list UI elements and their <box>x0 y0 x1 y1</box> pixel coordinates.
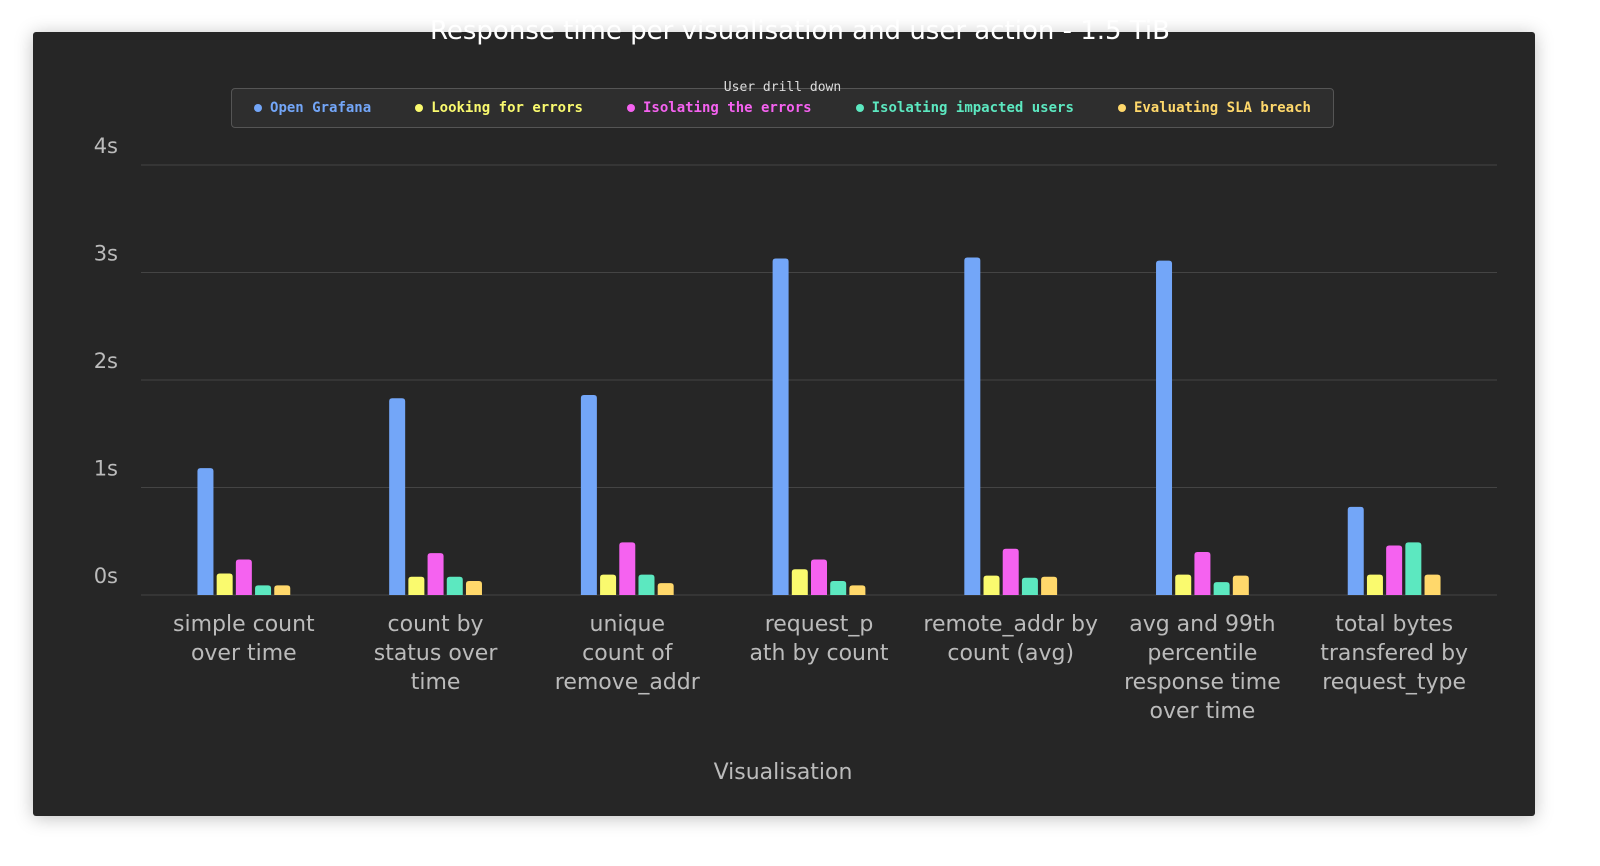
bar <box>465 581 482 595</box>
bar <box>983 575 1000 595</box>
legend: Open Grafana Looking for errors Isolating … <box>231 88 1334 128</box>
bar <box>638 574 655 595</box>
bar <box>619 542 636 595</box>
bar <box>1424 574 1441 595</box>
bar <box>849 585 866 595</box>
bar <box>446 576 463 595</box>
legend-label: Open Grafana <box>270 100 372 116</box>
bar <box>1386 545 1403 595</box>
legend-item: Looking for errors <box>415 100 583 116</box>
bar <box>1213 582 1230 595</box>
x-tick-label: count by status over time <box>373 612 498 695</box>
bar <box>964 257 981 595</box>
y-tick-label: 4s <box>94 134 118 158</box>
bar <box>216 573 233 595</box>
x-tick-label: simple count over time <box>173 612 315 666</box>
legend-item: Isolating impacted users <box>855 100 1074 116</box>
y-tick-label: 3s <box>94 242 118 266</box>
bar <box>408 576 425 595</box>
x-tick-label: total bytes transfered by request_type <box>1320 612 1469 695</box>
bar <box>427 553 444 595</box>
y-tick-label: 0s <box>94 564 118 588</box>
legend-label: Isolating impacted users <box>871 100 1074 116</box>
bar <box>1041 576 1058 595</box>
legend-swatch <box>254 104 263 112</box>
x-tick-label: remote_addr by count (avg) <box>923 612 1098 666</box>
bar <box>811 559 827 595</box>
bar <box>197 468 214 595</box>
bar <box>274 585 291 595</box>
x-tick-label: avg and 99th percentile response time ov… <box>1124 612 1281 724</box>
legend-label: Isolating the errors <box>642 100 812 116</box>
bar <box>791 569 808 595</box>
bar <box>657 583 674 595</box>
legend-swatch <box>626 104 635 112</box>
bar <box>600 574 617 595</box>
legend-label: Evaluating SLA breach <box>1133 100 1311 116</box>
legend-swatch <box>415 104 424 112</box>
x-tick-label: unique count of remove_addr <box>554 612 700 695</box>
bar <box>580 395 597 595</box>
x-axis-label: Visualisation <box>713 760 853 785</box>
legend-title: User drill down <box>723 80 842 95</box>
legend-label: Looking for errors <box>431 100 583 116</box>
bar <box>1366 574 1383 595</box>
legend-item: Open Grafana <box>254 100 371 116</box>
bar <box>830 581 847 595</box>
bar <box>1405 542 1422 595</box>
y-tick-label: 1s <box>94 457 118 481</box>
bar <box>1021 577 1038 595</box>
bar <box>1156 260 1173 595</box>
bar <box>1347 506 1364 595</box>
bar <box>1175 574 1192 595</box>
bar <box>235 559 252 595</box>
bar <box>1232 575 1249 595</box>
bar <box>1002 548 1019 595</box>
legend-item: Evaluating SLA breach <box>1117 100 1311 116</box>
bar <box>772 258 789 595</box>
bar <box>255 585 272 595</box>
chart-title: Response time per visualisation and user… <box>429 16 1170 46</box>
legend-swatch <box>855 104 864 112</box>
y-tick-label: 2s <box>94 349 118 373</box>
bar <box>1194 552 1211 595</box>
bar <box>389 398 406 595</box>
legend-item: Isolating the errors <box>626 100 812 116</box>
x-tick-label: request_p ath by count <box>749 612 889 666</box>
legend-swatch <box>1117 104 1126 112</box>
